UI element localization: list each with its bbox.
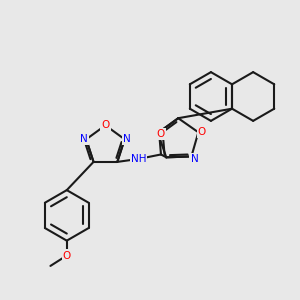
Text: O: O bbox=[157, 129, 165, 139]
Text: NH: NH bbox=[131, 154, 146, 164]
Text: N: N bbox=[80, 134, 88, 144]
Text: O: O bbox=[63, 250, 71, 260]
Text: N: N bbox=[123, 134, 130, 144]
Text: O: O bbox=[101, 120, 110, 130]
Text: O: O bbox=[198, 127, 206, 137]
Text: N: N bbox=[190, 154, 198, 164]
